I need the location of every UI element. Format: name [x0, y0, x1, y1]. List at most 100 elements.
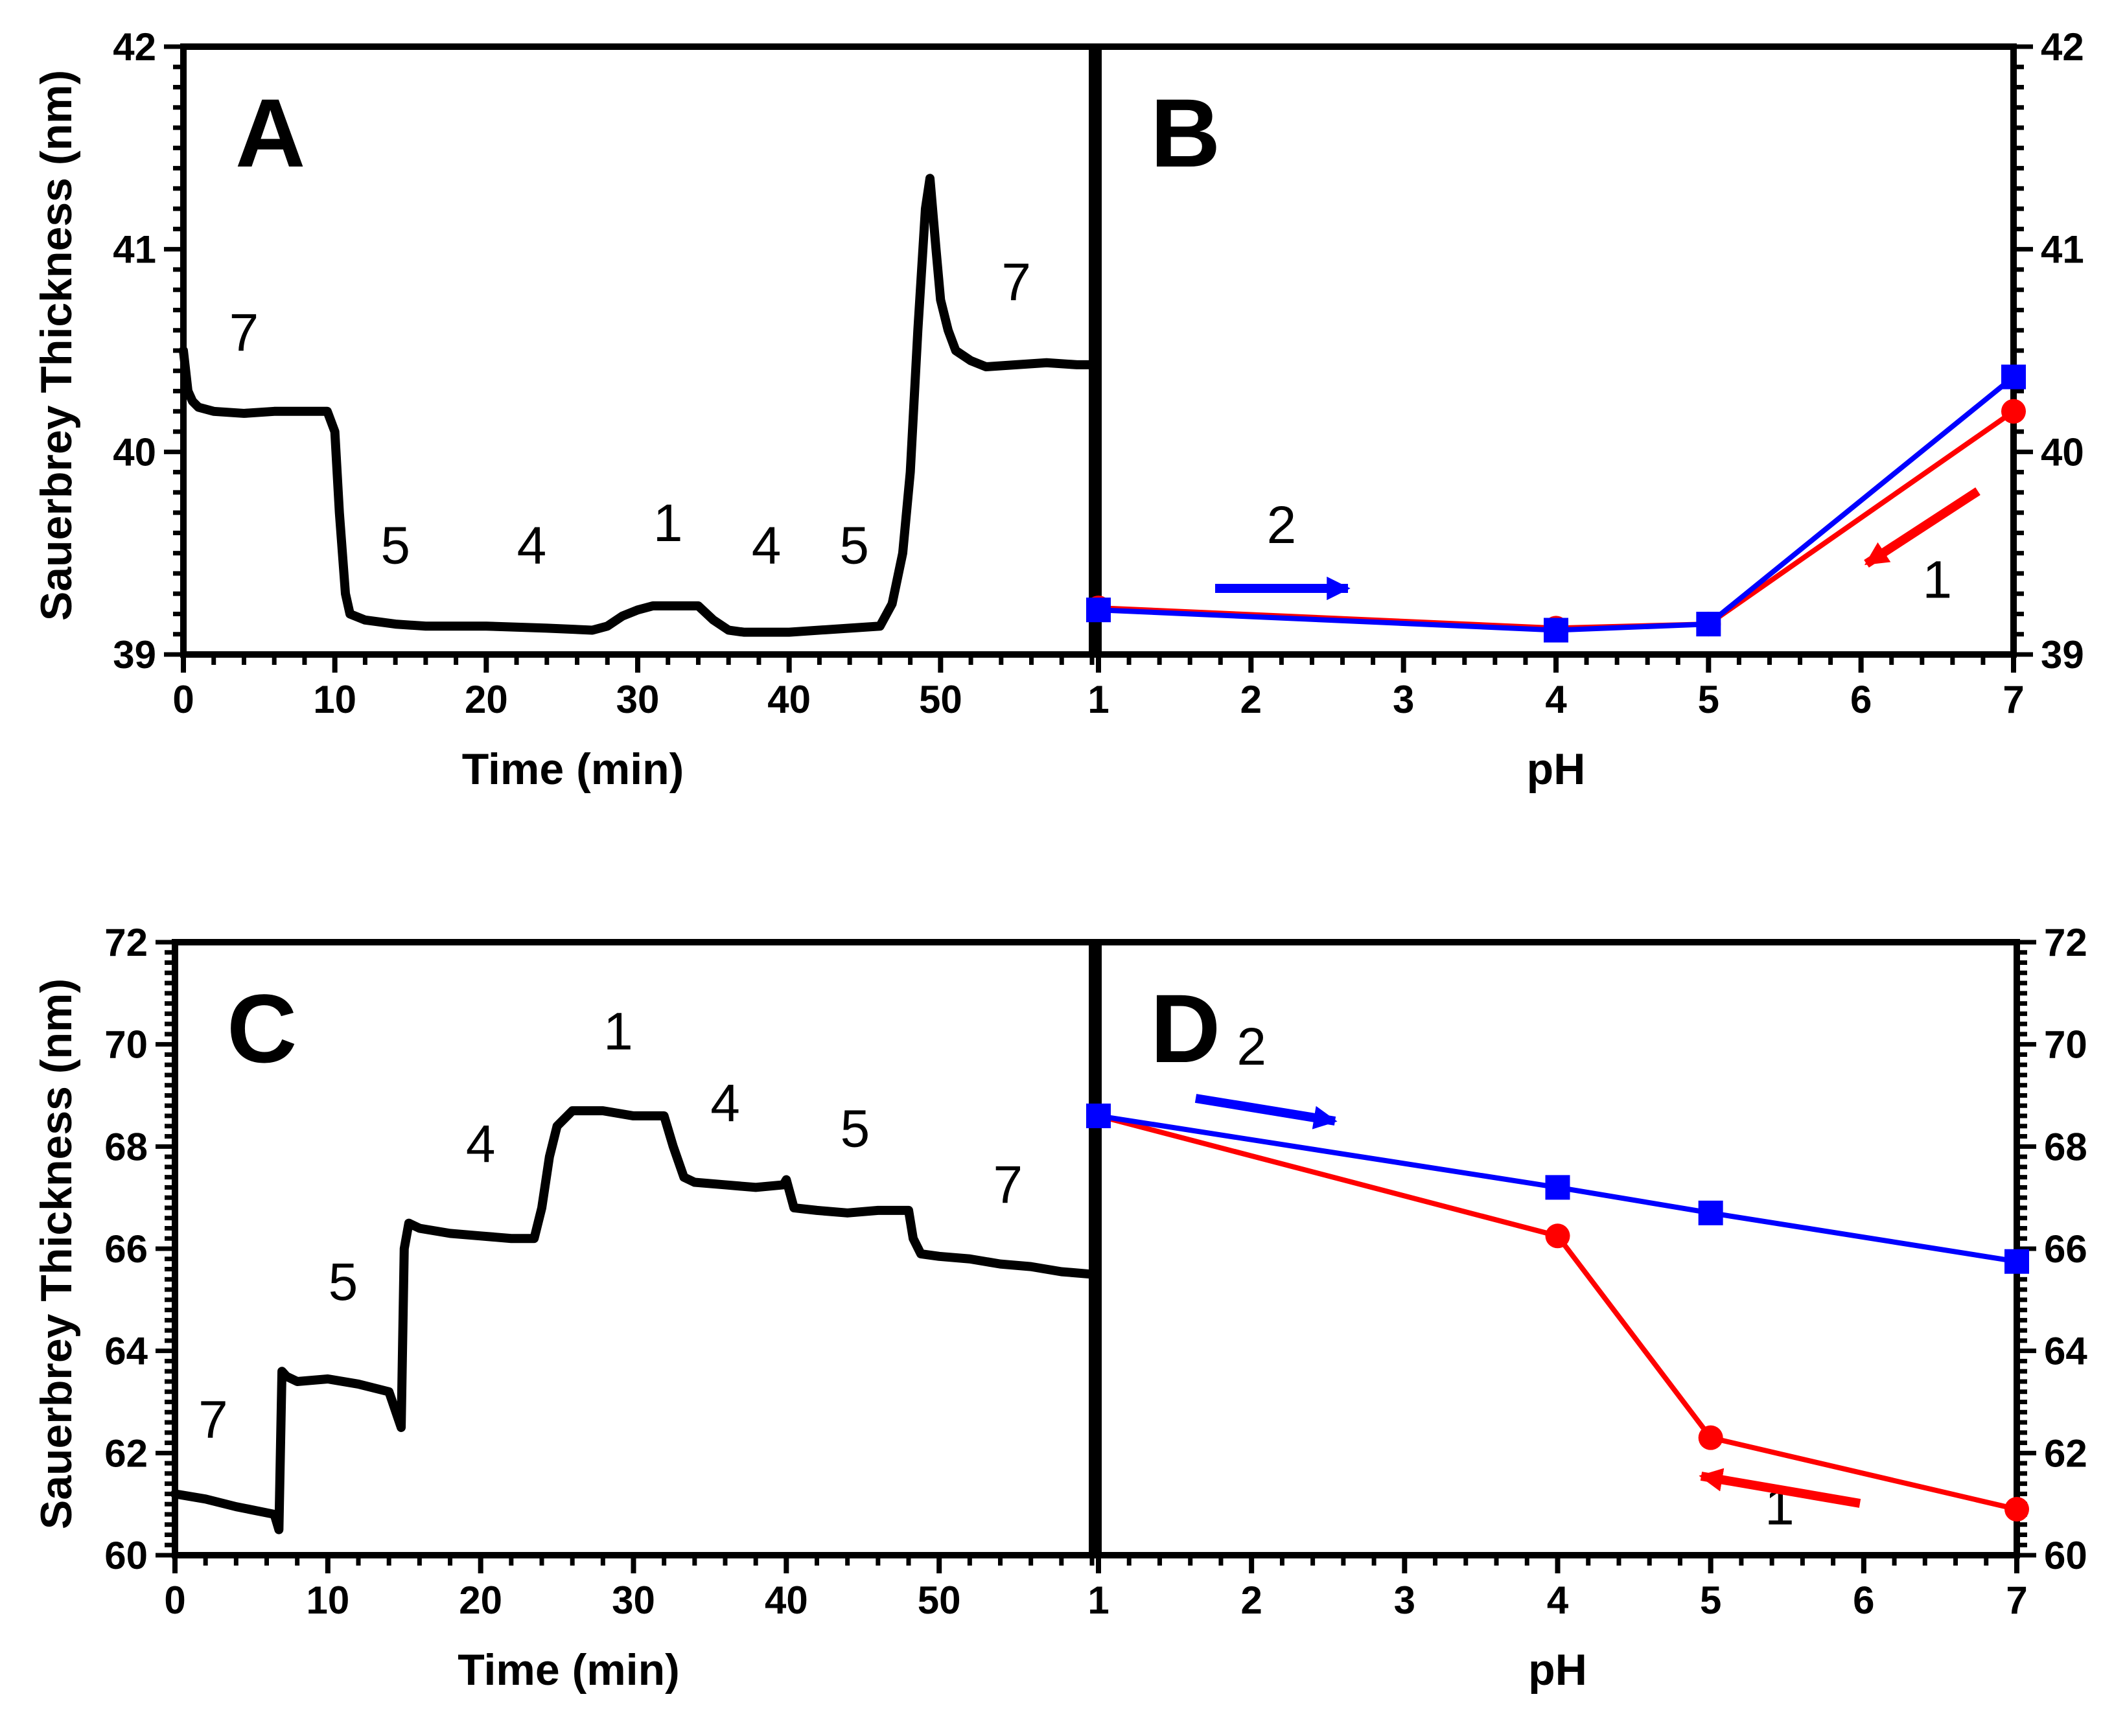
series-line-d-1	[1096, 1113, 2019, 1512]
y-tick-label-d: 68	[2044, 1125, 2087, 1168]
y-tick-label-a: 42	[113, 25, 156, 69]
panel-letter-a: A	[235, 78, 305, 187]
x-tick-label-c: 50	[918, 1579, 961, 1622]
x-tick-label-a: 30	[616, 678, 660, 721]
series-line-a-thickness	[179, 174, 1097, 637]
y-tick-label-d: 66	[2044, 1227, 2087, 1271]
y-tick-label-b: 40	[2041, 430, 2084, 474]
annotation-b: 1	[1923, 550, 1953, 609]
x-axis-title-c: Time (min)	[458, 1645, 680, 1695]
annotation-c: 4	[466, 1115, 496, 1174]
annotation-a: 7	[229, 303, 259, 362]
data-point-d-1	[1698, 1425, 1723, 1450]
annotation-c: 5	[841, 1099, 870, 1158]
x-tick-label-b: 1	[1087, 678, 1109, 721]
y-tick-label-c: 60	[104, 1534, 148, 1577]
x-tick-label-c: 20	[459, 1579, 502, 1622]
annotation-a: 7	[1001, 253, 1031, 312]
x-tick-label-d: 5	[1700, 1579, 1721, 1622]
annotation-b: 2	[1267, 496, 1297, 555]
data-point-b-2	[2001, 364, 2026, 389]
series-line-b-2	[1096, 374, 2016, 633]
y-tick-label-a: 40	[113, 430, 156, 474]
x-tick-label-b: 2	[1240, 678, 1262, 721]
series-line-c-thickness	[170, 1106, 1097, 1534]
x-tick-label-c: 0	[164, 1579, 185, 1622]
y-tick-label-a: 39	[113, 633, 156, 677]
arrow-1-d	[1699, 1468, 1861, 1508]
annotation-c: 5	[329, 1253, 358, 1312]
arrow-1-b	[1864, 487, 1980, 568]
x-tick-label-d: 1	[1087, 1579, 1109, 1622]
annotation-a: 5	[839, 516, 869, 575]
series-line-b-1	[1096, 408, 2016, 631]
annotation-a: 1	[653, 494, 683, 553]
x-tick-label-b: 7	[2003, 678, 2024, 721]
y-tick-label-c: 64	[104, 1330, 148, 1373]
y-tick-label-c: 70	[104, 1023, 148, 1067]
data-point-d-1	[1545, 1223, 1570, 1249]
x-tick-label-c: 40	[765, 1579, 808, 1622]
data-point-d-2	[1698, 1200, 1723, 1225]
x-tick-label-b: 6	[1850, 678, 1872, 721]
y-tick-label-a: 41	[113, 228, 156, 272]
x-tick-label-d: 4	[1547, 1579, 1569, 1622]
y-tick-label-b: 39	[2041, 633, 2084, 677]
x-tick-label-a: 20	[465, 678, 508, 721]
y-tick-label-c: 72	[104, 921, 148, 964]
annotation-c: 7	[198, 1391, 228, 1450]
data-point-d-2	[2004, 1249, 2029, 1274]
data-point-d-1	[2004, 1497, 2029, 1522]
annotation-c: 1	[603, 1002, 633, 1061]
annotation-a: 4	[517, 516, 547, 575]
x-tick-label-a: 10	[313, 678, 356, 721]
y-tick-label-c: 62	[104, 1431, 148, 1475]
x-tick-label-c: 10	[306, 1579, 349, 1622]
panel-b: 1 2 3 4 5 6 7 39 40 41 42 pH B 2 1	[1086, 25, 2084, 794]
x-axis-title-b: pH	[1527, 745, 1586, 794]
x-tick-label-a: 50	[919, 678, 962, 721]
plot-frame-b	[1095, 43, 2017, 658]
x-tick-label-b: 5	[1698, 678, 1719, 721]
x-axis-title-d: pH	[1528, 1645, 1587, 1695]
panel-c: 0 10 20 30 40 50 60 62 64 66 68 70 72 Time (min) C 7 5 4 1…	[104, 921, 1097, 1695]
x-tick-label-a: 0	[172, 678, 194, 721]
series-line-d-2	[1096, 1113, 2019, 1264]
panel-letter-d: D	[1150, 974, 1220, 1083]
x-tick-label-d: 3	[1394, 1579, 1415, 1622]
y-tick-label-b: 42	[2041, 25, 2084, 69]
y-tick-label-b: 41	[2041, 228, 2084, 272]
annotation-a: 5	[380, 516, 410, 575]
data-point-d-2	[1545, 1175, 1570, 1200]
y-tick-label-d: 60	[2044, 1534, 2087, 1577]
annotation-a: 4	[752, 516, 782, 575]
y-tick-label-d: 64	[2044, 1330, 2087, 1373]
data-point-b-2	[1544, 618, 1568, 643]
data-point-d-2	[1086, 1104, 1111, 1129]
data-point-b-1	[2001, 399, 2026, 424]
x-tick-label-d: 6	[1853, 1579, 1874, 1622]
y-tick-label-c: 66	[104, 1227, 148, 1271]
x-tick-label-b: 3	[1393, 678, 1414, 721]
plot-frame-c	[172, 939, 1095, 1558]
data-point-b-2	[1696, 612, 1721, 637]
annotation-c: 4	[710, 1074, 740, 1133]
x-tick-label-d: 7	[2006, 1579, 2027, 1622]
x-tick-label-b: 4	[1545, 678, 1567, 721]
y-axis-title-bottom: Sauerbrey Thickness (nm)	[32, 978, 81, 1529]
x-axis-title-a: Time (min)	[462, 745, 684, 794]
arrow-2-d	[1194, 1094, 1338, 1129]
annotation-d: 2	[1237, 1017, 1266, 1076]
y-tick-label-d: 72	[2044, 921, 2087, 964]
x-tick-label-a: 40	[767, 678, 811, 721]
y-tick-label-c: 68	[104, 1125, 148, 1168]
panel-letter-c: C	[227, 974, 297, 1083]
panel-letter-b: B	[1150, 78, 1220, 187]
x-tick-label-c: 30	[612, 1579, 655, 1622]
data-point-b-2	[1086, 597, 1111, 623]
y-axis-title-top: Sauerbrey Thickness (nm)	[32, 70, 81, 621]
annotation-c: 7	[993, 1155, 1023, 1214]
